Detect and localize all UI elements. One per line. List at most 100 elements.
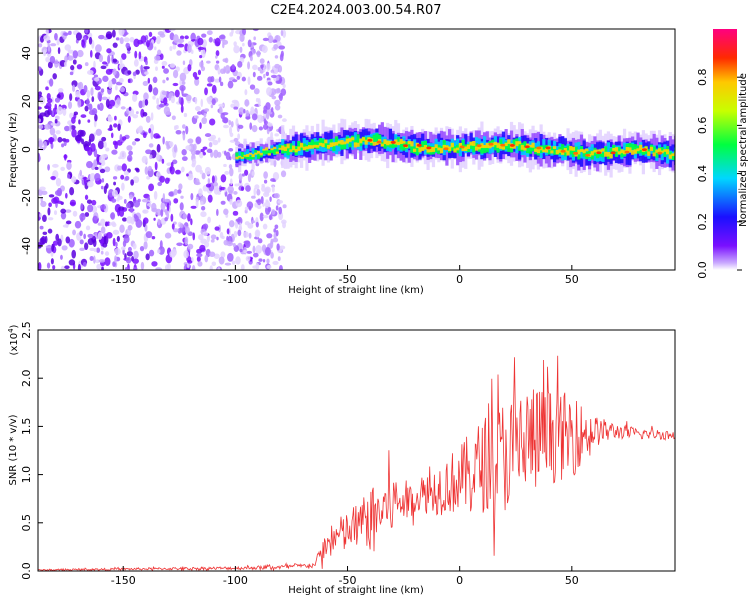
spectrogram-cell <box>534 148 538 153</box>
spectrogram-cell <box>252 29 259 32</box>
spectrogram-cell <box>560 149 566 153</box>
spectrogram-cell <box>267 81 273 86</box>
spectrogram-cell <box>244 89 248 96</box>
spectrogram-cell <box>531 142 535 148</box>
spectrogram-cell <box>103 141 107 148</box>
spectrogram-cell <box>241 173 246 177</box>
spectrogram-cell <box>38 140 44 148</box>
spectrogram-cell <box>128 150 133 156</box>
spectrogram-cell <box>97 91 103 101</box>
spectrogram-cell <box>255 97 260 103</box>
spectrogram-cell <box>48 194 55 198</box>
spectrogram-cell <box>248 232 252 239</box>
spectrogram-cell <box>89 256 94 261</box>
spectrogram-cell <box>127 224 133 231</box>
spectrogram-cell <box>79 169 83 177</box>
spectrogram-cell <box>238 156 242 160</box>
spectrogram-cell <box>64 44 72 51</box>
spectrogram-cell <box>88 133 95 143</box>
spectrogram-cell <box>96 247 101 253</box>
spectrogram-cell <box>107 54 111 64</box>
spectrogram-cell <box>569 145 573 151</box>
spectrogram-cell <box>509 144 514 153</box>
spectrogram-cell <box>172 82 179 87</box>
spectrogram-cell <box>483 136 487 151</box>
spectrogram-cell <box>39 96 46 105</box>
spectrogram-cell <box>178 183 183 190</box>
spectrogram-cell <box>251 113 258 121</box>
spectrogram-cell <box>248 205 252 211</box>
spectrogram-cell <box>192 71 198 78</box>
spectrogram-cell <box>226 252 234 262</box>
spectrogram-cell <box>237 124 244 129</box>
spectrogram-cell <box>132 71 137 77</box>
spectrogram-cell <box>243 151 247 158</box>
spectrogram-cell <box>106 231 113 239</box>
colorbar-tick-label: 0.8 <box>696 68 709 86</box>
spectrogram-cell <box>566 150 570 156</box>
spectrogram-cell <box>255 221 259 228</box>
spectrogram-cell <box>79 213 86 221</box>
spectrogram-cell <box>65 209 72 213</box>
spectrogram-cell <box>185 145 192 151</box>
spectrogram-cell <box>100 218 106 227</box>
spectrogram-cell <box>431 147 436 152</box>
spectrogram-cell <box>129 206 134 213</box>
spectrogram-cell <box>225 151 231 161</box>
spectrogram-cell <box>256 205 262 210</box>
spectrogram-cell <box>125 256 132 264</box>
spectrogram-cell <box>65 220 72 225</box>
spectrogram-cell <box>547 147 551 155</box>
spectrogram-cell <box>571 146 576 151</box>
spectrogram-cell <box>267 153 271 156</box>
spectrogram-cell <box>185 94 192 102</box>
spectrogram-cell <box>504 142 508 147</box>
spectrogram-cell <box>240 157 244 159</box>
spectrogram-cell <box>157 49 162 56</box>
spectrogram-cell <box>48 217 54 221</box>
spectrogram-cell <box>64 265 70 270</box>
spectrogram-cell <box>211 84 217 94</box>
spectrogram-cell <box>668 154 672 159</box>
spectrogram-cell <box>124 253 127 260</box>
spectrogram-cell <box>264 147 269 151</box>
spectrogram-cell <box>334 136 339 145</box>
spectrogram-cell <box>176 242 183 247</box>
spectrogram-cell <box>172 44 177 50</box>
spectrogram-cell <box>77 49 84 58</box>
spectrogram-cell <box>138 51 142 60</box>
spectrogram-cell <box>150 112 154 121</box>
spectrogram-cell <box>159 240 163 249</box>
spectrogram-cell <box>197 69 202 76</box>
spectrogram-cell <box>125 42 130 49</box>
spectrogram-cell <box>156 97 160 105</box>
spectrogram-cell <box>102 242 108 248</box>
spectrogram-cell <box>54 97 61 103</box>
spectrogram-cell <box>40 196 43 203</box>
spectrogram-cell <box>160 201 166 211</box>
spectrogram-cell <box>84 29 89 34</box>
spectrogram-cell <box>280 29 284 37</box>
spectrogram-cell <box>117 123 121 131</box>
spectrogram-cell <box>68 30 72 36</box>
spectrogram-cell <box>274 133 279 137</box>
spectrogram-cell <box>215 60 220 64</box>
spectrogram-cell <box>528 147 532 154</box>
spectrogram-cell <box>41 46 48 54</box>
spectrogram-cell <box>265 71 269 77</box>
spectrogram-cell <box>255 244 262 254</box>
spectrogram-cell <box>407 140 411 145</box>
spectrogram-cell <box>501 146 506 150</box>
spectrogram-cell <box>103 235 107 245</box>
spectrogram-cell <box>187 64 192 72</box>
spectrogram-cell <box>154 161 158 171</box>
spectrogram-cell <box>499 139 503 147</box>
spectrogram-cell <box>526 143 530 147</box>
spectrogram-cell <box>222 124 229 129</box>
spectrogram-cell <box>235 199 243 208</box>
spectrogram-cell <box>216 236 219 241</box>
spectrogram-cell <box>456 147 460 151</box>
snr-x-tick-label: -150 <box>111 574 136 587</box>
snr-line <box>38 355 675 571</box>
spectrogram-cell <box>633 149 637 154</box>
